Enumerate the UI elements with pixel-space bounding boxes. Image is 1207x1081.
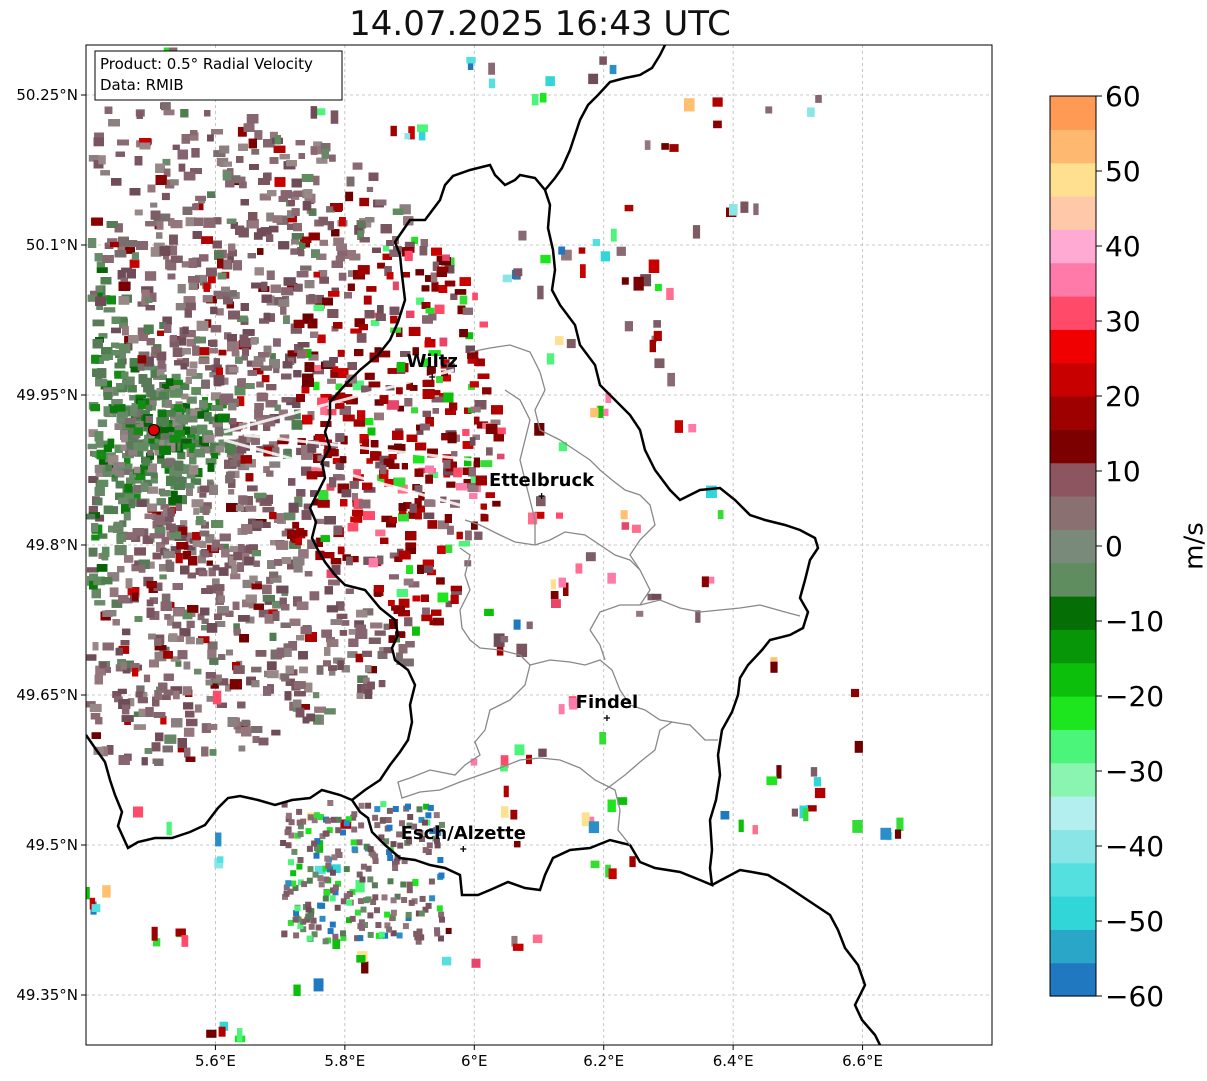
city-label: Ettelbruck [489,470,595,491]
info-box: Product: 0.5° Radial Velocity Data: RMIB [94,50,343,101]
germany-france-border [711,868,882,1045]
beam-blockage-streak [223,438,515,522]
y-tick-label: 49.95°N [16,386,78,404]
y-tick-label: 50.25°N [16,86,78,104]
city-label: Esch/Alzette [401,823,526,844]
x-tick-label: 6.4°E [713,1052,754,1070]
x-tick-label: 5.8°E [324,1052,365,1070]
luxembourg-country-border [308,163,820,897]
beam-blockage-streak [243,433,475,462]
x-tick-label: 6.2°E [583,1052,624,1070]
y-tick-label: 49.5°N [26,836,78,854]
city-labels: Wiltz Ettelbruck Findel Esch/Alzette [401,351,639,852]
germany-belgium-border-north [544,45,667,191]
y-tick-label: 50.1°N [26,236,78,254]
x-tick-label: 6°E [461,1052,488,1070]
map-title: 14.07.2025 16:43 UTC [349,4,731,44]
y-axis-ticks: 50.25°N 50.1°N 49.95°N 49.8°N 49.65°N 49.5°N 4… [16,86,86,1004]
beam-blockage-streak [223,368,455,434]
info-data-source: Data: RMIB [100,76,184,94]
country-borders [86,45,882,1045]
y-tick-label: 49.35°N [16,986,78,1004]
canton-boundaries [397,344,801,846]
x-axis-ticks: 5.6°E 5.8°E 6°E 6.2°E 6.4°E 6.6°E [195,1045,883,1070]
radar-site [147,424,160,436]
y-tick-label: 49.65°N [16,686,78,704]
city-label: Wiltz [407,351,458,372]
belgium-france-border [86,734,353,850]
y-tick-label: 49.8°N [26,536,78,554]
x-tick-label: 5.6°E [195,1052,236,1070]
x-tick-label: 6.6°E [842,1052,883,1070]
city-label: Findel [576,692,639,713]
info-product: Product: 0.5° Radial Velocity [100,55,313,73]
radar-site-marker [147,424,160,436]
